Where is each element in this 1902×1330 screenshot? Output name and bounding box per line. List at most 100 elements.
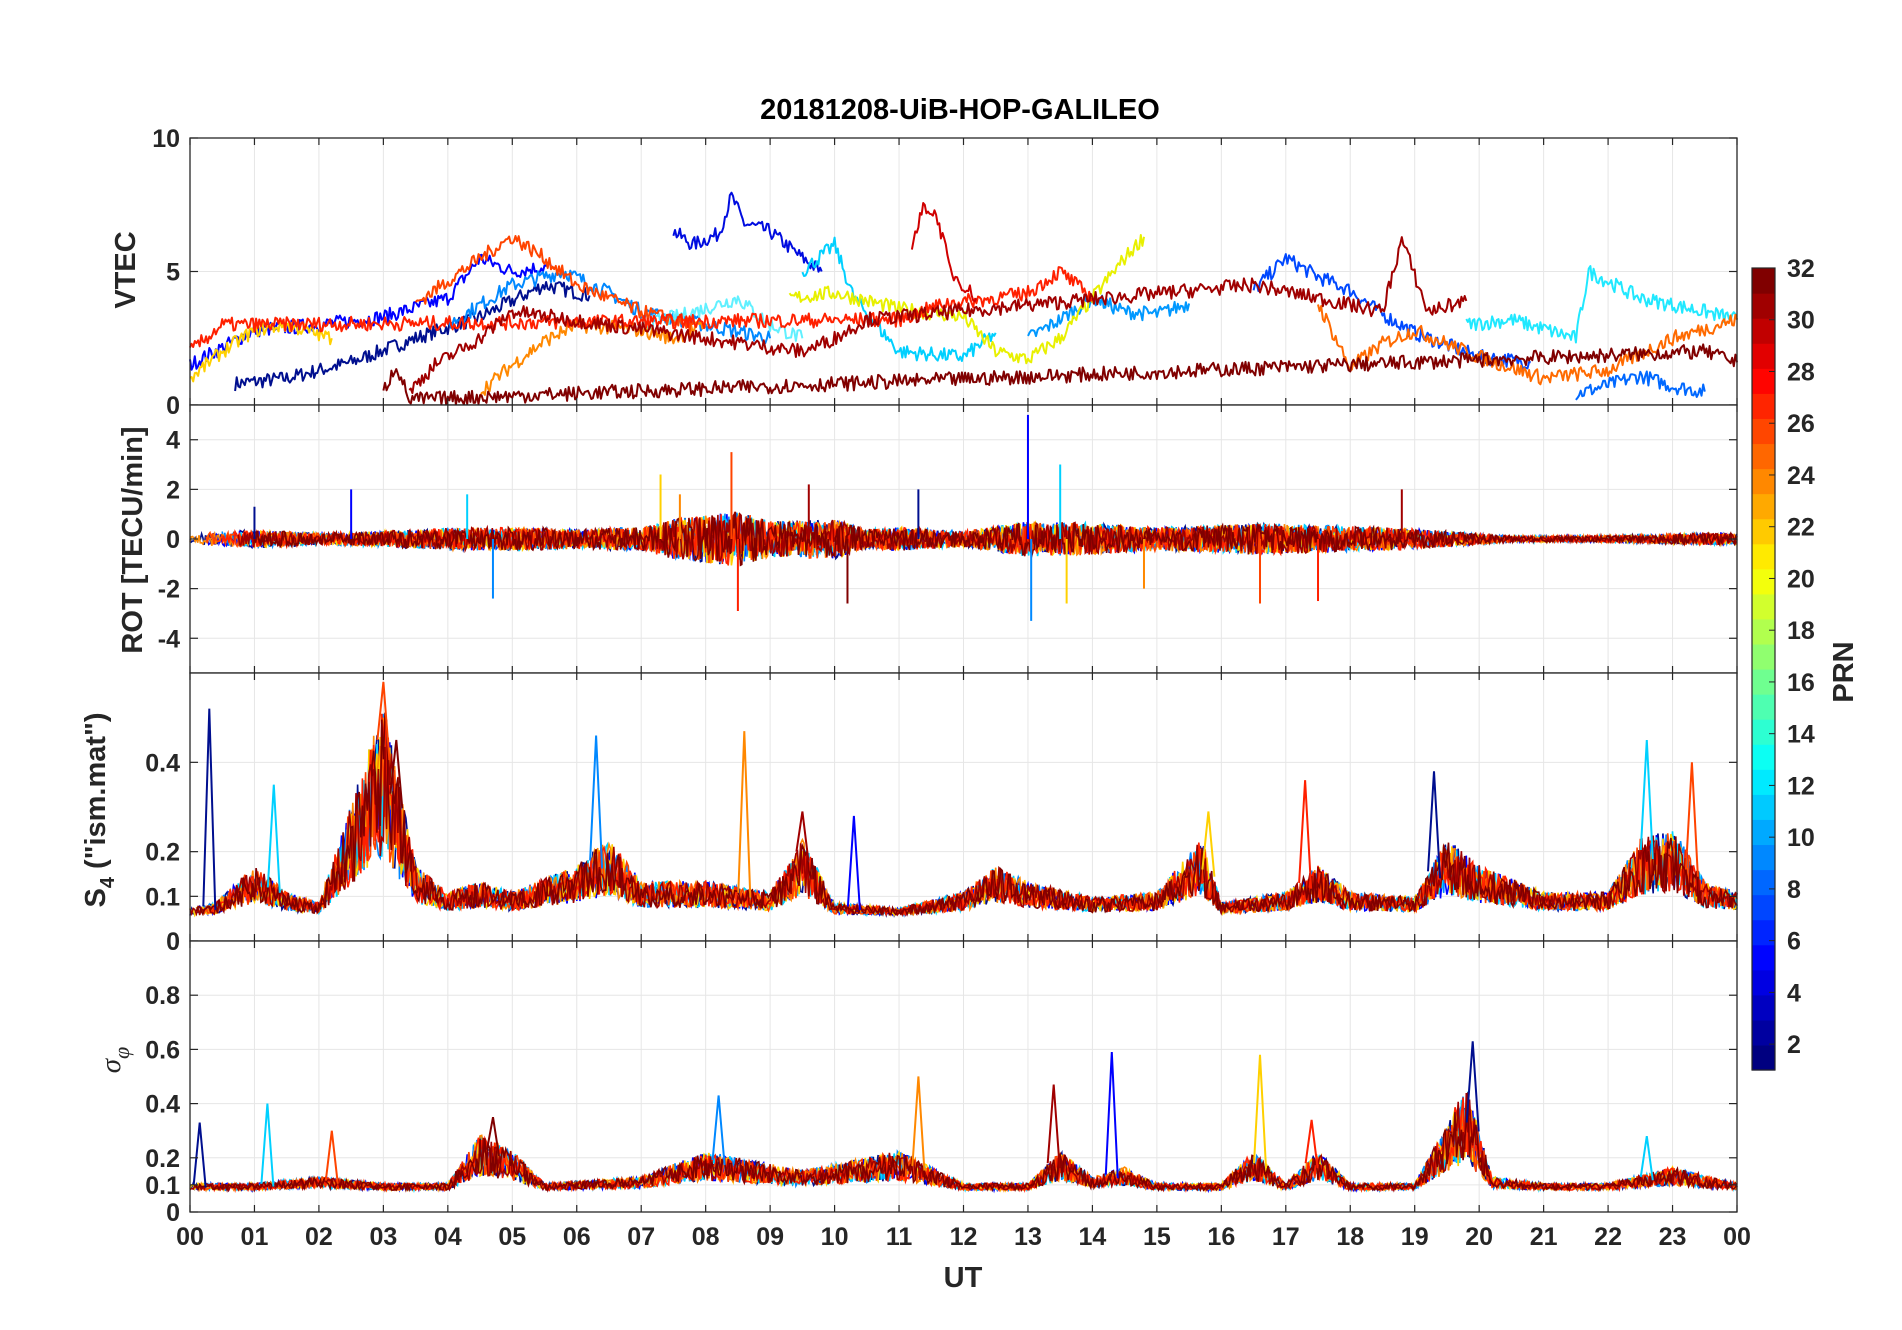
- scint-peak: [324, 1130, 339, 1184]
- y-tick-label: 0: [166, 1199, 180, 1227]
- colorbar-segment: [1752, 568, 1775, 595]
- colorbar-tick-label: 26: [1787, 410, 1815, 438]
- colorbar-tick-label: 32: [1787, 255, 1815, 283]
- colorbar-segment: [1752, 944, 1775, 971]
- sigma-phi-panel: 00.10.2 0.4 0.6 0.8: [145, 940, 1738, 1227]
- y-tick-label: 0.6: [145, 1036, 180, 1064]
- colorbar-segment: [1752, 643, 1775, 670]
- scint-peak: [1427, 771, 1441, 879]
- x-tick-label: 00: [176, 1223, 204, 1251]
- colorbar-segment: [1752, 819, 1775, 846]
- scint-peak: [260, 1103, 275, 1187]
- x-tick-label: 00: [1723, 1223, 1751, 1251]
- x-tick-label: 06: [563, 1223, 591, 1251]
- colorbar-segment: [1752, 794, 1775, 820]
- colorbar-segment: [1752, 969, 1775, 996]
- scint-peak: [1104, 1052, 1119, 1179]
- y-tick-label: 0: [166, 928, 180, 956]
- y-tick-label: 0.4: [145, 749, 180, 777]
- s4-label-subscript: 4: [97, 876, 119, 888]
- colorbar-tick-label: 10: [1787, 824, 1815, 852]
- vtec-series-line: [910, 202, 978, 302]
- s4-label-base: S: [80, 888, 112, 907]
- x-tick-label: 07: [627, 1223, 655, 1251]
- y-tick-label: 0.1: [145, 883, 180, 911]
- scint-peak: [1304, 1119, 1319, 1169]
- colorbar-segment: [1752, 418, 1775, 445]
- y-tick-label: 0: [166, 392, 180, 420]
- colorbar-segment: [1752, 443, 1775, 470]
- colorbar-segment: [1752, 293, 1775, 319]
- vtec-series-line: [801, 236, 997, 362]
- scint-peak: [737, 731, 752, 898]
- rot-series-line: [253, 511, 1738, 567]
- vtec-series-line: [414, 235, 694, 332]
- colorbar-tick-label: 12: [1787, 772, 1815, 800]
- x-tick-label: 15: [1143, 1223, 1171, 1251]
- colorbar-tick-label: 30: [1787, 307, 1815, 335]
- colorbar-segment: [1752, 719, 1775, 745]
- x-tick-label: 09: [756, 1223, 784, 1251]
- scint-peak: [1298, 780, 1313, 889]
- colorbar-segment: [1752, 493, 1775, 520]
- sigma-label-base: σ: [95, 1057, 127, 1073]
- series-group: [189, 1041, 1738, 1194]
- vtec-series-line: [1317, 304, 1738, 386]
- scint-series-line: [189, 746, 1738, 918]
- y-tick-label: 0.8: [145, 982, 180, 1010]
- x-tick-label: 16: [1207, 1223, 1235, 1251]
- scint-peak: [1684, 762, 1699, 877]
- x-tick-label: 21: [1530, 1223, 1558, 1251]
- colorbar-tick-label: 6: [1787, 928, 1801, 956]
- vtec-panel: 0 5 10: [152, 125, 1738, 420]
- series-group: [189, 191, 1738, 406]
- panel-frame: [189, 940, 1738, 1213]
- colorbar-tick-label: 8: [1787, 876, 1801, 904]
- colorbar-segment: [1752, 744, 1775, 770]
- s4-panel: 0 0.1 0.2 0.4: [145, 672, 1738, 956]
- x-tick-label: 20: [1465, 1223, 1493, 1251]
- y-tick-label: 2: [166, 476, 180, 504]
- y-tick-label: 0.2: [145, 1145, 180, 1173]
- scint-series-line: [208, 734, 1738, 918]
- y-tick-label: 0: [166, 526, 180, 554]
- colorbar-segment: [1752, 543, 1775, 570]
- x-tick-label: 19: [1401, 1223, 1429, 1251]
- colorbar-segment: [1752, 669, 1775, 695]
- y-tick-label: -2: [158, 576, 180, 604]
- colorbar-tick-label: 24: [1787, 462, 1815, 490]
- scint-peak: [1253, 1054, 1267, 1169]
- scint-peak: [846, 815, 861, 911]
- scint-peak: [1046, 1084, 1061, 1169]
- x-axis-ticks: 00 01 02 03 04 05 06 07 08 09 10 11 12 13 14 15 16 17 18 19…: [176, 1223, 1751, 1251]
- rot-axis-label: ROT [TECU/min]: [117, 426, 149, 653]
- y-tick-label: 0.4: [145, 1091, 180, 1119]
- colorbar-segment: [1752, 894, 1775, 921]
- scint-peak: [711, 1095, 726, 1166]
- colorbar-segment: [1752, 318, 1775, 344]
- x-axis-label: UT: [944, 1262, 983, 1294]
- sigma-phi-axis-label: σφ: [95, 1047, 134, 1073]
- scint-peak: [795, 811, 810, 861]
- vtec-series-line: [234, 281, 591, 392]
- vtec-series-line: [1027, 291, 1191, 338]
- scint-peak: [1639, 739, 1654, 860]
- colorbar-tick-label: 28: [1787, 358, 1815, 386]
- vtec-series-line: [1575, 370, 1706, 401]
- scint-peak: [192, 1122, 207, 1188]
- scint-peak: [911, 1076, 926, 1171]
- colorbar-segment: [1752, 1044, 1775, 1071]
- x-tick-label: 04: [434, 1223, 462, 1251]
- chart-title: 20181208-UiB-HOP-GALILEO: [760, 94, 1160, 126]
- vtec-series-line: [1465, 265, 1738, 344]
- series-group: [189, 681, 1738, 918]
- vtec-axis-label: VTEC: [110, 231, 142, 308]
- colorbar-segment: [1752, 919, 1775, 946]
- colorbar-tick-label: 20: [1787, 565, 1815, 593]
- colorbar-segment: [1752, 268, 1775, 294]
- colorbar-segment: [1752, 694, 1775, 720]
- x-tick-label: 05: [498, 1223, 526, 1251]
- x-tick-label: 08: [692, 1223, 720, 1251]
- colorbar-tick-label: 4: [1787, 979, 1801, 1007]
